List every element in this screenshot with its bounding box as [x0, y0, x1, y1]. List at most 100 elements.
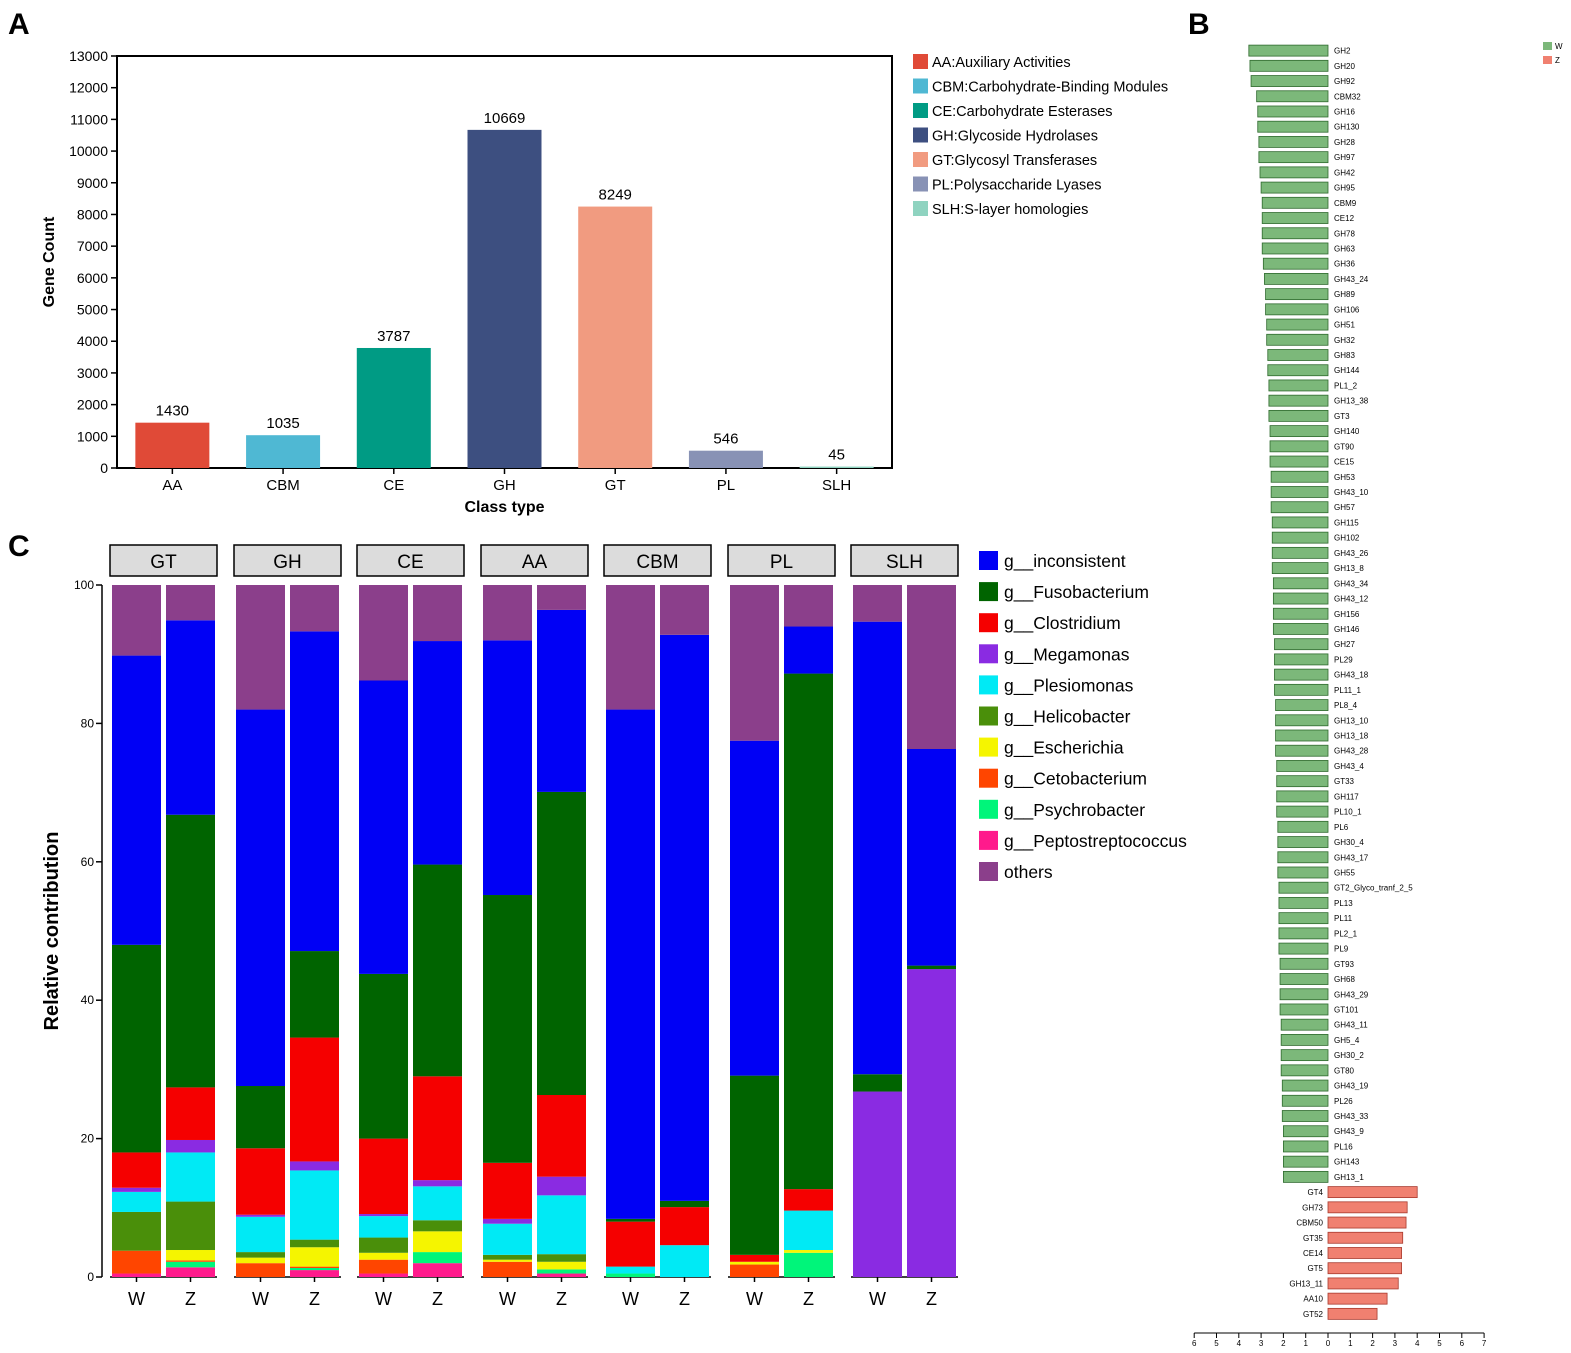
chart-a-bar-cbm: [246, 435, 321, 468]
chart-b-category-label: GH78: [1334, 229, 1355, 238]
chart-b-category-label: GH43_18: [1334, 671, 1369, 680]
chart-c-segment: [537, 585, 586, 610]
chart-b-bar: [1276, 775, 1329, 788]
chart-a-y-tick-label: 11000: [70, 111, 108, 127]
chart-a-y-tick-label: 7000: [77, 238, 108, 254]
chart-b-category-label: GH43_19: [1334, 1082, 1369, 1091]
chart-c-facet-label: GH: [273, 552, 302, 573]
chart-b-category-label: GH5_4: [1334, 1036, 1360, 1045]
chart-c-segment: [359, 680, 408, 974]
chart-c-segment: [112, 585, 161, 656]
chart-b-bar: [1258, 151, 1329, 164]
chart-b-bar: [1275, 714, 1329, 727]
chart-c-segment: [907, 969, 956, 1277]
chart-b-bar: [1278, 942, 1329, 955]
chart-c-x-tick-label: W: [128, 1289, 145, 1309]
chart-c-x-tick-label: Z: [556, 1289, 567, 1309]
chart-a-y-tick-label: 2000: [77, 397, 108, 413]
chart-c-segment: [606, 585, 655, 710]
chart-c-segment: [413, 641, 462, 865]
chart-b-bar: [1272, 623, 1329, 635]
chart-c-legend-swatch: [979, 768, 998, 788]
chart-a-legend-label: CE:Carbohydrate Esterases: [932, 104, 1113, 120]
chart-b-bar: [1280, 1034, 1329, 1046]
chart-c-segment: [537, 1273, 586, 1277]
chart-a-y-tick-label: 13000: [69, 48, 108, 64]
chart-a-data-label: 10669: [484, 110, 526, 127]
chart-a-x-tick-label: AA: [162, 477, 182, 494]
chart-c-y-tick-label: 40: [81, 993, 95, 1007]
chart-a-data-label: 1430: [156, 403, 189, 420]
chart-c-segment: [413, 1180, 462, 1187]
chart-b-x-tick-label: 2: [1281, 1339, 1286, 1348]
chart-c-facet-strip: [850, 544, 959, 577]
chart-c-segment: [413, 585, 462, 642]
chart-c-segment: [606, 1273, 655, 1277]
chart-c-legend-label: g__Helicobacter: [1004, 707, 1131, 728]
chart-b-category-label: GH117: [1334, 792, 1359, 801]
chart-b-bar: [1278, 881, 1329, 894]
chart-b-bar: [1270, 470, 1329, 483]
chart-b-category-label: GH102: [1334, 534, 1360, 543]
chart-c-legend-swatch: [979, 862, 998, 881]
chart-b-bar: [1271, 516, 1329, 529]
chart-c-x-tick-label: Z: [309, 1289, 320, 1309]
chart-b-bar: [1274, 683, 1329, 696]
chart-c-segment: [907, 749, 956, 966]
chart-b-bar: [1261, 212, 1329, 224]
chart-a-legend-label: SLH:S-layer homologies: [932, 202, 1088, 218]
chart-b-category-label: GH43_11: [1334, 1021, 1368, 1030]
chart-b-bar: [1271, 562, 1329, 574]
chart-b-legend-swatch: [1543, 56, 1552, 64]
chart-a-x-tick-label: GH: [493, 477, 516, 494]
chart-a-legend-label: CBM:Carbohydrate-Binding Modules: [932, 80, 1168, 96]
chart-a-x-tick-label: CBM: [266, 477, 299, 494]
chart-b-category-label: GH140: [1334, 427, 1360, 436]
chart-b-x-tick-label: 5: [1214, 1339, 1219, 1348]
chart-b-x-tick-label: 1: [1348, 1339, 1353, 1348]
chart-c-legend-swatch: [979, 551, 998, 570]
chart-b-category-label: GH43_34: [1334, 579, 1369, 588]
chart-c-segment: [166, 1261, 215, 1268]
chart-b-category-label: GH53: [1334, 473, 1355, 482]
chart-a-legend-swatch: [913, 152, 928, 167]
chart-b-category-label: PL6: [1334, 823, 1349, 832]
chart-b-category-label: GH73: [1302, 1203, 1323, 1212]
chart-a-data-label: 8249: [599, 187, 632, 204]
chart-c-segment: [112, 1191, 161, 1212]
chart-b-x-tick-label: 4: [1415, 1339, 1420, 1348]
chart-c-x-tick-label: Z: [803, 1289, 814, 1309]
chart-c-segment: [606, 1266, 655, 1274]
chart-a-bar-gh: [467, 129, 542, 469]
chart-c-segment: [537, 1176, 586, 1196]
chart-b-bar: [1327, 1231, 1404, 1244]
panel-label-c: C: [8, 530, 30, 563]
chart-b-category-label: GH146: [1334, 625, 1360, 634]
chart-b-category-label: GH55: [1334, 868, 1355, 877]
chart-c-segment: [290, 1239, 339, 1248]
chart-c-facet-strip: [356, 544, 465, 577]
chart-b-x-tick-label: 6: [1192, 1339, 1197, 1348]
chart-b-bar: [1279, 1003, 1329, 1016]
chart-b-bar: [1281, 1110, 1329, 1122]
chart-c-segment: [483, 585, 532, 641]
chart-c-x-tick-label: W: [252, 1289, 269, 1309]
chart-c-segment: [166, 1260, 215, 1262]
chart-b-bar: [1327, 1216, 1407, 1229]
chart-b-bar: [1266, 318, 1329, 331]
chart-c-segment: [290, 1247, 339, 1267]
chart-c-segment: [166, 1139, 215, 1153]
chart-c-segment: [853, 1074, 902, 1092]
chart-c-facet-label: GT: [150, 552, 177, 573]
chart-c-segment: [290, 631, 339, 952]
chart-b-bar: [1327, 1262, 1402, 1275]
chart-b-category-label: GT80: [1334, 1066, 1355, 1075]
chart-c-segment: [359, 1216, 408, 1238]
chart-a-y-tick-label: 12000: [69, 80, 108, 96]
chart-c-segment: [359, 1252, 408, 1260]
chart-c-segment: [236, 1214, 285, 1217]
chart-c-segment: [413, 1263, 462, 1277]
chart-c-segment: [853, 1091, 902, 1277]
chart-b-bar: [1327, 1247, 1402, 1259]
chart-c-legend-label: g__Clostridium: [1004, 613, 1121, 634]
